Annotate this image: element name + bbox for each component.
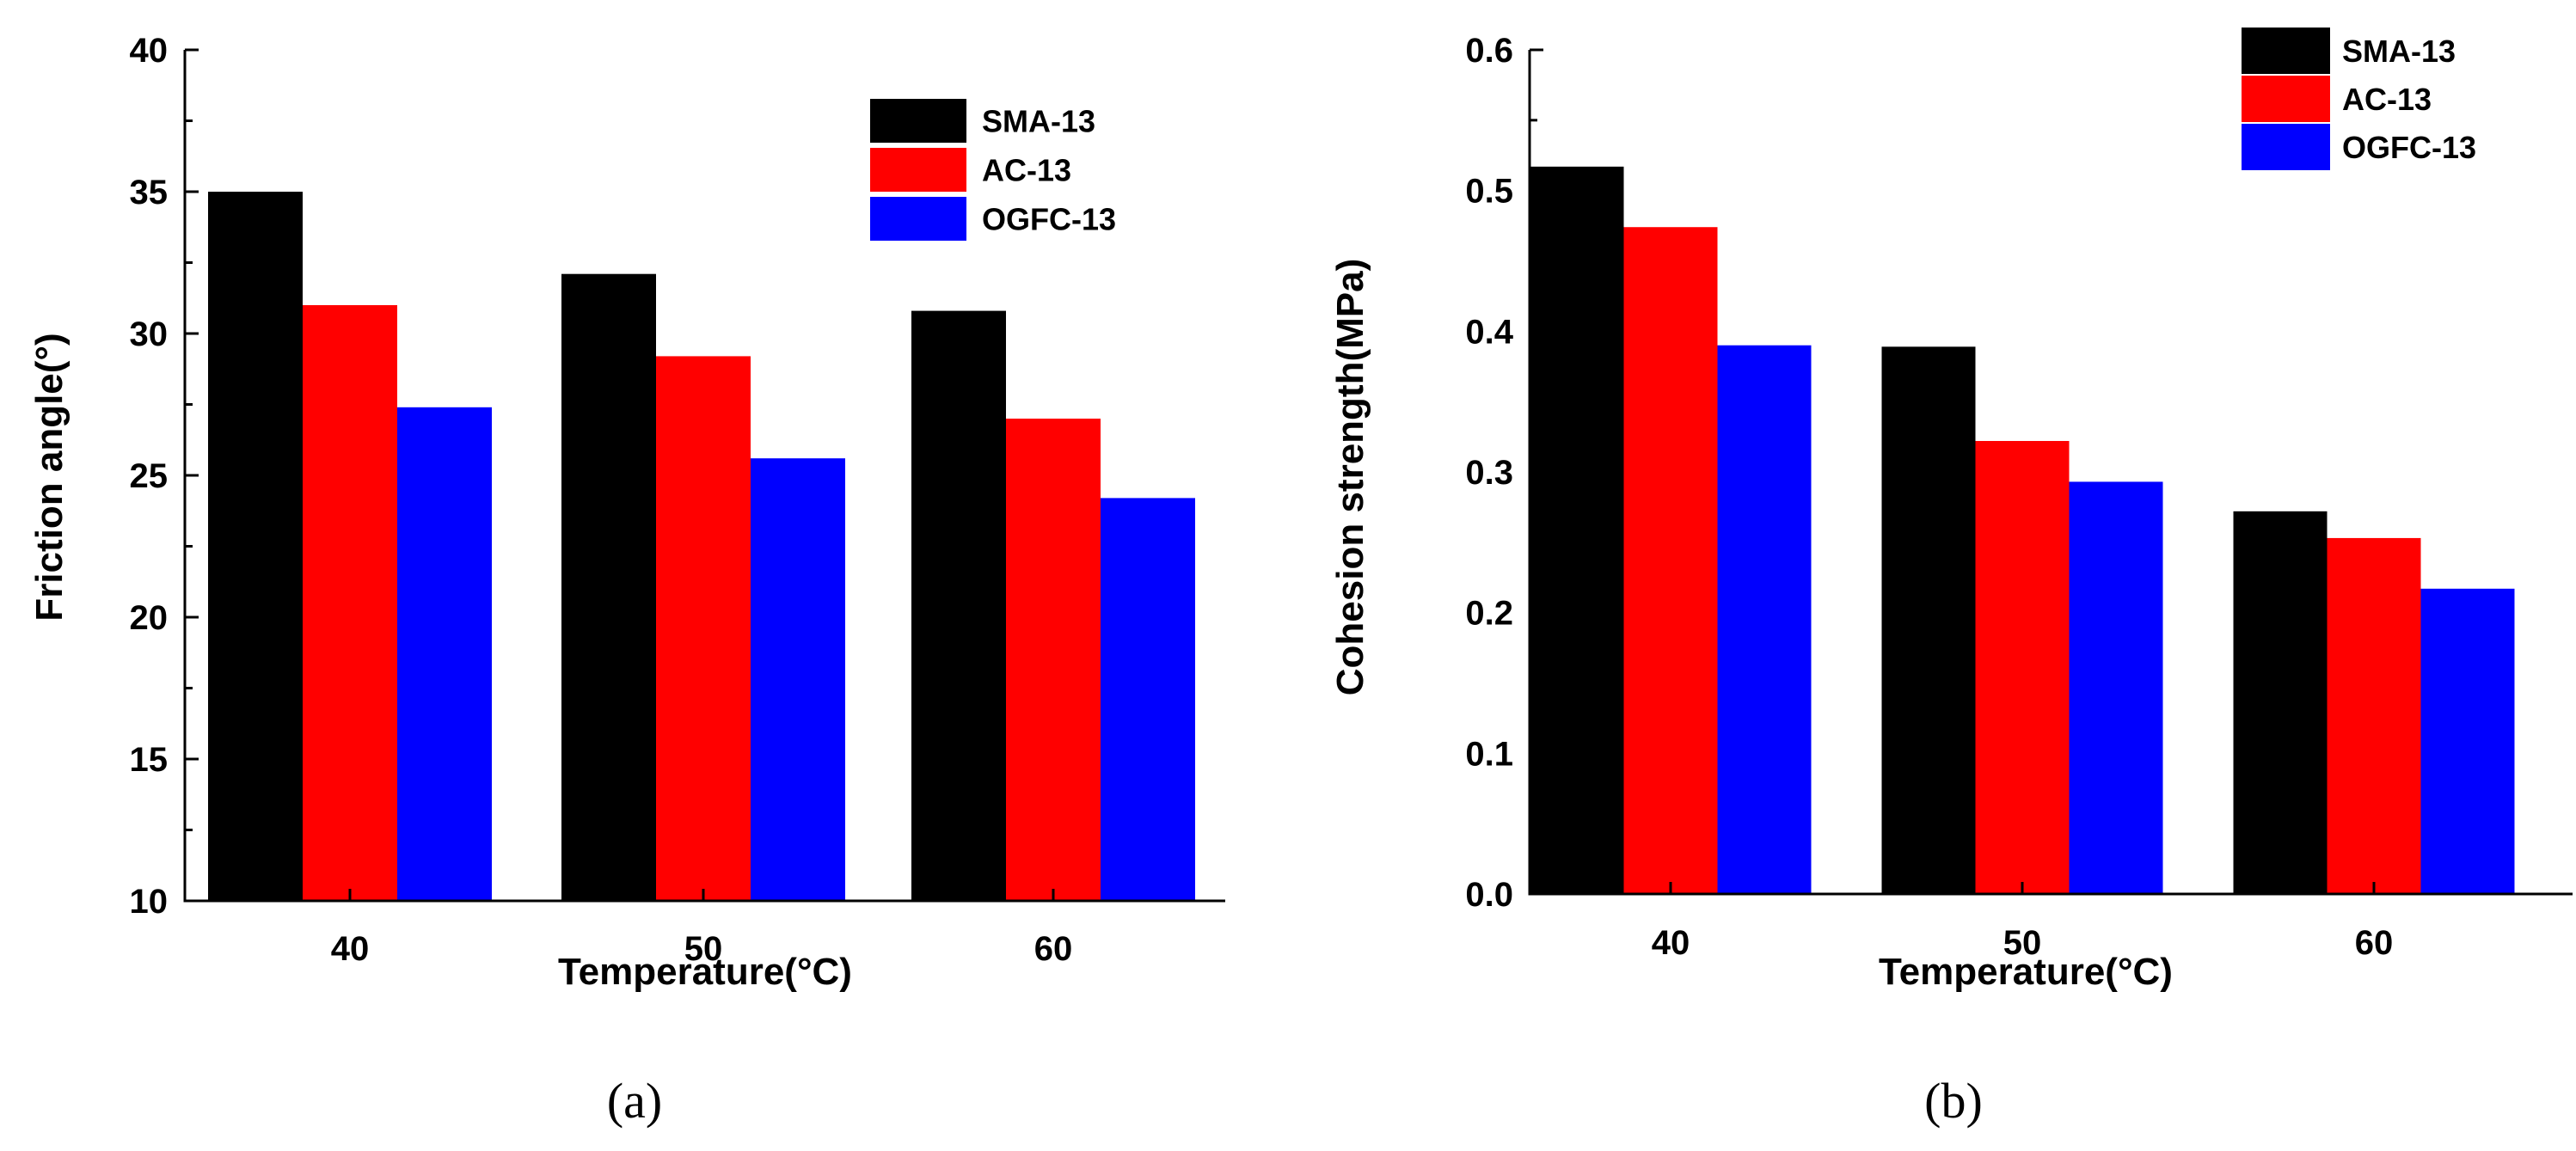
panel-b-ylabel: Cohesion strength(MPa): [1329, 259, 1371, 695]
panel-a-ytick-label: 35: [130, 174, 169, 211]
panel-a-legend-swatch-ogfc-13: [870, 197, 966, 241]
panel-b-chart: Cohesion strength(MPa) Temperature(°C) (…: [1329, 28, 2573, 1129]
panel-b-ytick-label: 0.1: [1465, 735, 1513, 773]
panel-b-bar-ogfc-13-40: [1717, 345, 1812, 894]
panel-b-ytick-label: 0.6: [1465, 32, 1513, 70]
panel-b-bar-sma-13-60: [2233, 511, 2328, 894]
panel-b-xlabel: Temperature(°C): [1879, 951, 2173, 993]
panel-a-bar-ogfc-13-60: [1101, 498, 1195, 901]
panel-a-chart: Friction angle(°) Temperature(°C) (a) 10…: [28, 32, 1225, 1129]
panel-a-ytick-label: 20: [130, 599, 169, 637]
panel-a-ylabel: Friction angle(°): [28, 333, 71, 621]
panel-a-bar-ac-13-60: [1006, 419, 1101, 901]
panel-b-ytick-label: 0.5: [1465, 173, 1513, 211]
panel-a-bar-sma-13-40: [208, 192, 303, 901]
panel-b-legend-swatch-ogfc-13: [2242, 124, 2330, 170]
panel-b-bar-sma-13-40: [1530, 166, 1624, 895]
panel-b-label: (b): [1924, 1073, 1983, 1129]
panel-a-xtick-label-40: 40: [331, 930, 370, 968]
panel-a-label: (a): [607, 1073, 662, 1129]
panel-b-ytick-label: 0.2: [1465, 595, 1513, 633]
panel-b-legend-label-ogfc-13: OGFC-13: [2342, 130, 2476, 165]
panel-a-xlabel: Temperature(°C): [558, 951, 852, 993]
panel-a-legend-label-ogfc-13: OGFC-13: [982, 202, 1116, 237]
panel-a-ytick-label: 30: [130, 315, 169, 353]
panel-b-ytick-label: 0.4: [1465, 313, 1513, 351]
panel-a-legend-swatch-sma-13: [870, 99, 966, 143]
panel-a-ytick-label: 25: [130, 457, 169, 495]
panel-a-bar-ogfc-13-50: [751, 458, 845, 901]
panel-a-legend-label-ac-13: AC-13: [982, 153, 1071, 188]
panel-a-xtick-label-60: 60: [1034, 930, 1073, 968]
panel-b-bar-ac-13-60: [2327, 537, 2421, 894]
panel-b-legend-swatch-ac-13: [2242, 76, 2330, 122]
panel-b-xtick-label-60: 60: [2355, 924, 2394, 962]
panel-b-xtick-label-50: 50: [2003, 924, 2042, 962]
panel-a-bar-ac-13-50: [656, 356, 751, 901]
panel-a-bar-sma-13-60: [911, 310, 1006, 902]
panel-b-bar-sma-13-50: [1881, 346, 1976, 894]
panel-a-bar-sma-13-50: [561, 273, 656, 901]
panel-b-bar-ac-13-50: [1975, 440, 2070, 894]
panel-a-ytick-label: 40: [130, 32, 169, 70]
panel-b-xtick-label-40: 40: [1652, 924, 1690, 962]
panel-b-legend-label-ac-13: AC-13: [2342, 82, 2432, 117]
panel-b-legend-swatch-sma-13: [2242, 28, 2330, 74]
panel-b-ytick-label: 0.0: [1465, 876, 1513, 914]
panel-b-legend-label-sma-13: SMA-13: [2342, 34, 2456, 69]
panel-a-legend-label-sma-13: SMA-13: [982, 104, 1095, 139]
panel-b-ytick-label: 0.3: [1465, 454, 1513, 492]
panel-a-ytick-label: 10: [130, 883, 169, 921]
panel-a-bar-ogfc-13-40: [397, 407, 492, 901]
panel-a-ytick-label: 15: [130, 741, 169, 779]
panel-b-bar-ogfc-13-50: [2069, 481, 2163, 894]
panel-a-xtick-label-50: 50: [684, 930, 723, 968]
panel-a-legend-swatch-ac-13: [870, 148, 966, 192]
panel-b-bar-ac-13-40: [1623, 227, 1718, 895]
panel-b-bar-ogfc-13-60: [2420, 588, 2515, 894]
panel-a-bar-ac-13-40: [303, 305, 397, 901]
